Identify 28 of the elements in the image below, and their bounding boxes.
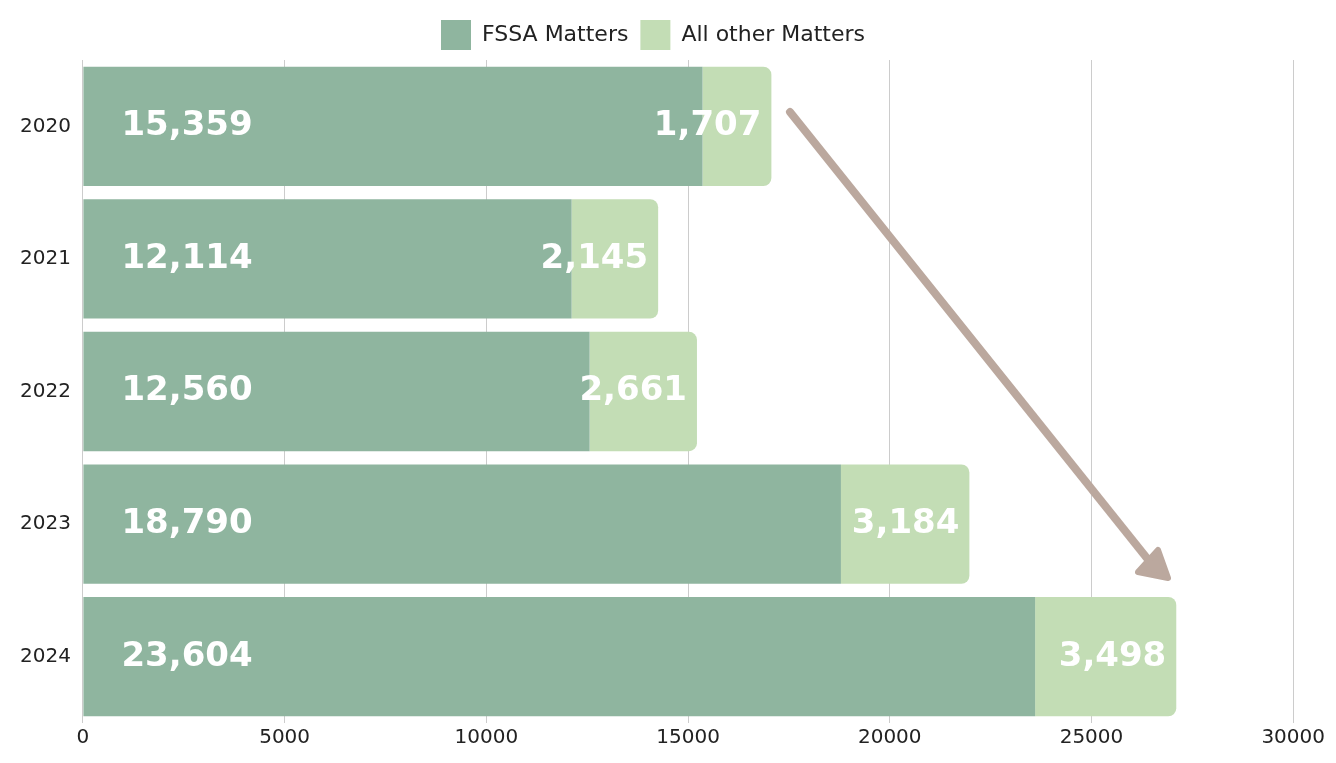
data-label: 1,707 xyxy=(653,103,762,144)
y-tick-label: 2024 xyxy=(19,642,71,667)
x-tick-label: 15000 xyxy=(656,724,720,749)
x-tick-label: 30000 xyxy=(1261,724,1325,749)
data-label: 18,790 xyxy=(121,500,253,541)
data-label: 2,661 xyxy=(579,368,687,409)
legend-label: All other Matters xyxy=(681,20,866,46)
x-tick-label: 25000 xyxy=(1059,724,1124,749)
x-tick-label: 5000 xyxy=(259,724,311,749)
bar xyxy=(83,464,841,584)
bar xyxy=(840,464,970,584)
data-label: 15,359 xyxy=(121,103,253,144)
data-label: 12,114 xyxy=(121,235,253,276)
legend-label: FSSA Matters xyxy=(481,20,629,46)
bar xyxy=(83,597,1036,717)
x-tick-label: 0 xyxy=(76,724,90,749)
y-tick-label: 2021 xyxy=(19,245,71,270)
data-label: 2,145 xyxy=(540,235,649,276)
y-tick-label: 2020 xyxy=(19,112,71,137)
y-tick-label: 2022 xyxy=(19,377,71,402)
data-label: 12,560 xyxy=(121,368,253,409)
y-tick-label: 2023 xyxy=(19,510,71,535)
x-tick-label: 20000 xyxy=(857,724,922,749)
bar xyxy=(1035,597,1177,717)
data-label: 3,498 xyxy=(1058,633,1167,674)
x-tick-label: 10000 xyxy=(454,724,519,749)
data-label: 3,184 xyxy=(851,500,960,541)
data-label: 23,604 xyxy=(121,633,253,674)
